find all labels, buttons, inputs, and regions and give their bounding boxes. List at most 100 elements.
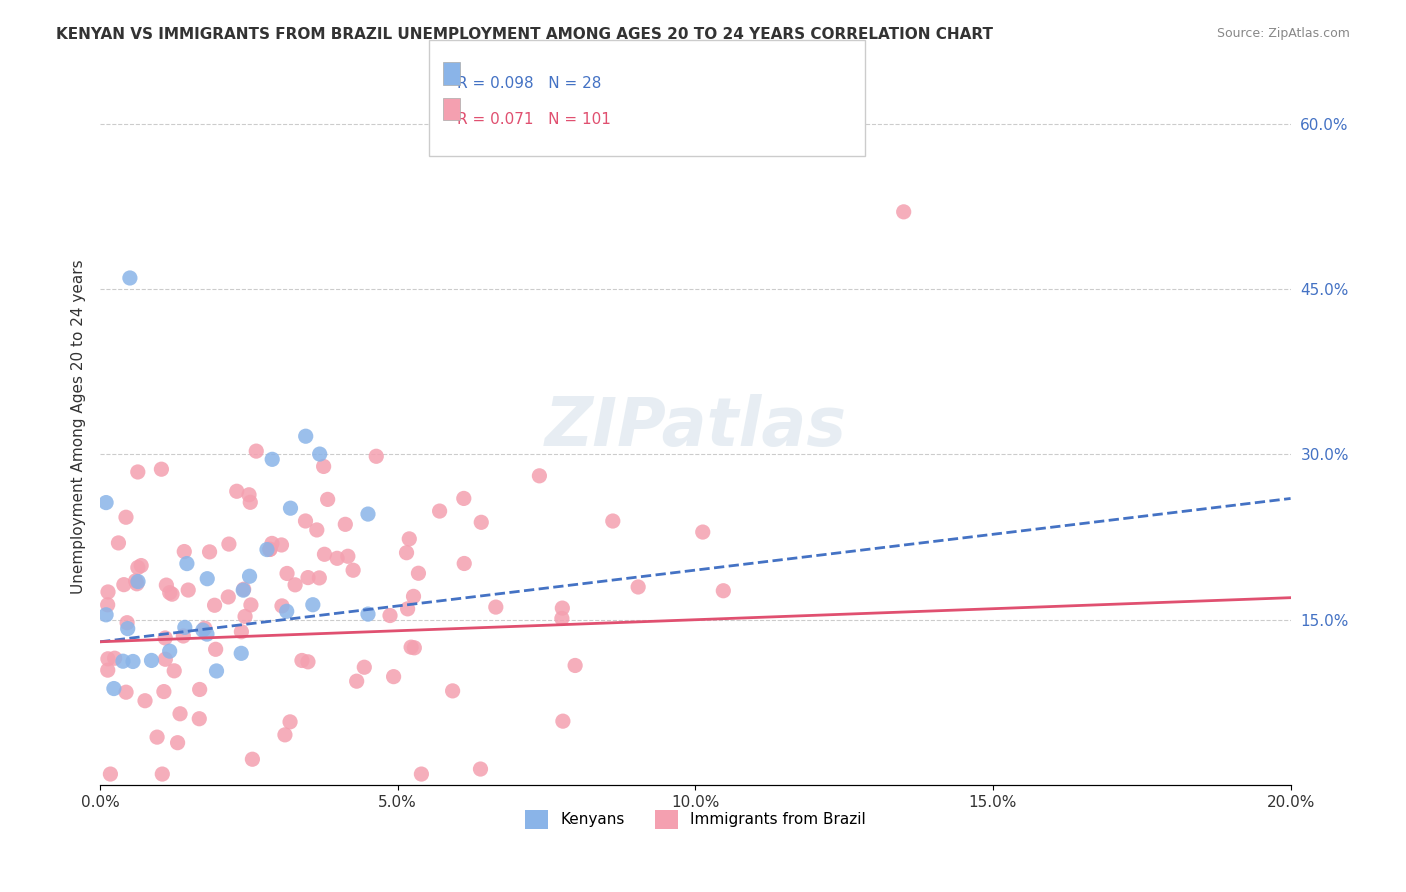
Point: [204, 599, 226, 613]
Point: [173, 620, 195, 634]
Point: [231, 624, 253, 639]
Point: [274, 728, 297, 742]
Point: [204, 642, 226, 657]
Point: [163, 664, 186, 678]
Point: [242, 752, 264, 766]
Point: [146, 730, 169, 744]
Point: [166, 736, 188, 750]
Point: [239, 495, 262, 509]
Point: [245, 444, 267, 458]
Point: [308, 571, 330, 585]
Point: [104, 651, 127, 665]
Point: [357, 607, 380, 621]
Point: [396, 602, 419, 616]
Point: [305, 523, 328, 537]
Point: [259, 542, 281, 557]
Point: [259, 542, 281, 557]
Text: ZIPatlas: ZIPatlas: [544, 393, 846, 459]
Point: [453, 557, 475, 571]
Point: [260, 536, 283, 550]
Point: [291, 653, 314, 667]
Point: [551, 714, 574, 728]
Point: [602, 514, 624, 528]
Point: [153, 684, 176, 698]
Point: [191, 623, 214, 637]
Point: [150, 462, 173, 476]
Point: [335, 517, 357, 532]
Point: [336, 549, 359, 564]
Point: [134, 694, 156, 708]
Point: [127, 560, 149, 574]
Point: [357, 507, 380, 521]
Point: [402, 590, 425, 604]
Point: [195, 627, 218, 641]
Point: [408, 566, 430, 581]
Point: [188, 712, 211, 726]
Point: [280, 501, 302, 516]
Point: [159, 644, 181, 658]
Point: [107, 536, 129, 550]
Point: [177, 582, 200, 597]
Point: [366, 450, 388, 464]
Point: [485, 600, 508, 615]
Point: [122, 655, 145, 669]
Point: [172, 629, 194, 643]
Point: [262, 452, 284, 467]
Point: [470, 762, 492, 776]
Point: [711, 583, 734, 598]
Legend: Kenyans, Immigrants from Brazil: Kenyans, Immigrants from Brazil: [519, 804, 872, 835]
Point: [551, 611, 574, 625]
Point: [301, 598, 323, 612]
Point: [218, 537, 240, 551]
Point: [256, 542, 278, 557]
Point: [294, 514, 316, 528]
Point: [529, 468, 551, 483]
Point: [111, 654, 134, 668]
Point: [125, 576, 148, 591]
Point: [97, 585, 120, 599]
Point: [188, 682, 211, 697]
Text: R = 0.098   N = 28: R = 0.098 N = 28: [457, 76, 602, 91]
Point: [395, 546, 418, 560]
Point: [692, 524, 714, 539]
Point: [232, 583, 254, 598]
Point: [173, 544, 195, 558]
Point: [100, 767, 122, 781]
Point: [308, 447, 330, 461]
Point: [270, 538, 292, 552]
Point: [127, 574, 149, 589]
Point: [399, 640, 422, 655]
Point: [94, 607, 117, 622]
Point: [115, 615, 138, 630]
Point: [278, 714, 301, 729]
Point: [232, 582, 254, 597]
Point: [441, 684, 464, 698]
Point: [217, 590, 239, 604]
Point: [205, 664, 228, 678]
Point: [176, 557, 198, 571]
Point: [276, 566, 298, 581]
Point: [294, 429, 316, 443]
Point: [353, 660, 375, 674]
Point: [115, 685, 138, 699]
Point: [326, 551, 349, 566]
Point: [276, 604, 298, 618]
Point: [117, 622, 139, 636]
Point: [231, 646, 253, 660]
Point: [453, 491, 475, 506]
Point: [297, 571, 319, 585]
Point: [118, 271, 141, 285]
Point: [551, 601, 574, 615]
Point: [297, 655, 319, 669]
Point: [94, 495, 117, 509]
Point: [271, 599, 294, 613]
Point: [198, 545, 221, 559]
Point: [112, 577, 135, 591]
Point: [129, 558, 152, 573]
Point: [238, 488, 260, 502]
Point: [382, 670, 405, 684]
Point: [127, 465, 149, 479]
Point: [284, 578, 307, 592]
Point: [97, 598, 120, 612]
Point: [141, 653, 163, 667]
